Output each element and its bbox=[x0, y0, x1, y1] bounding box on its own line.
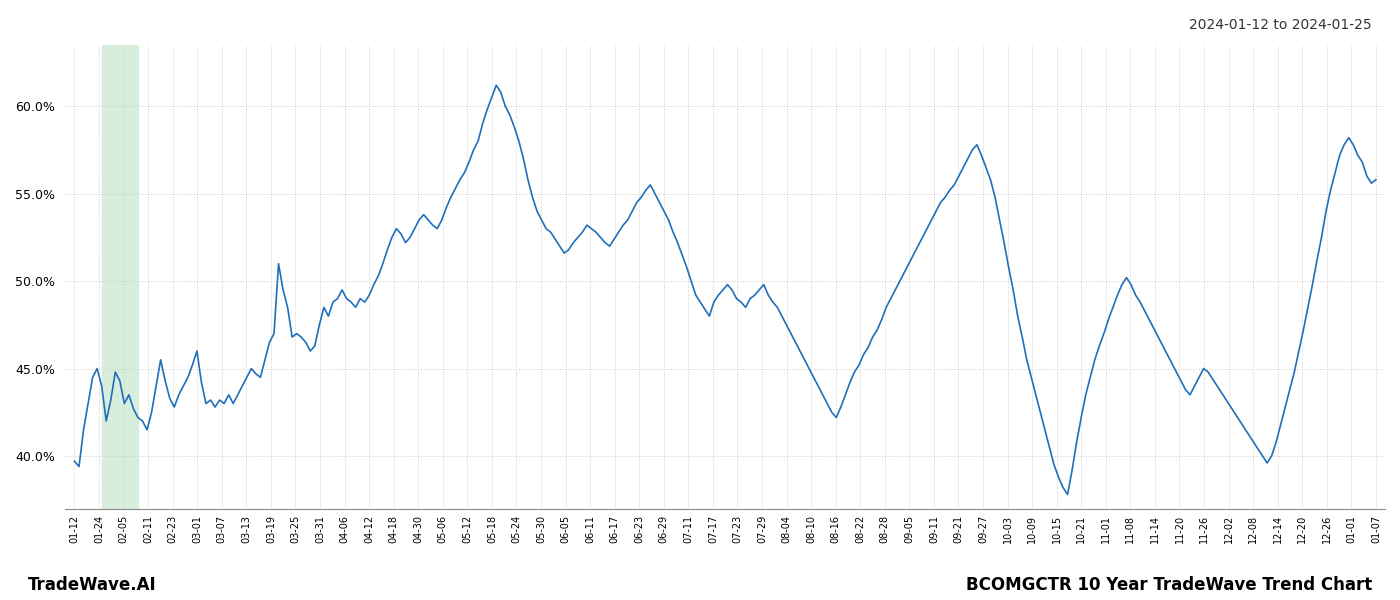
Bar bbox=[102, 45, 139, 509]
Text: 2024-01-12 to 2024-01-25: 2024-01-12 to 2024-01-25 bbox=[1190, 18, 1372, 32]
Text: TradeWave.AI: TradeWave.AI bbox=[28, 576, 157, 594]
Text: BCOMGCTR 10 Year TradeWave Trend Chart: BCOMGCTR 10 Year TradeWave Trend Chart bbox=[966, 576, 1372, 594]
